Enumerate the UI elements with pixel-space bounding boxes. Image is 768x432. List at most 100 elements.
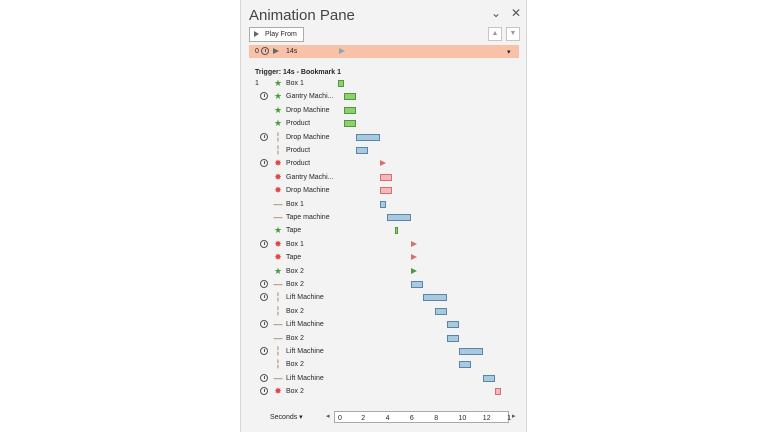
animation-item[interactable]: ╎ Box 2 bbox=[241, 358, 528, 371]
timing-bar[interactable] bbox=[380, 187, 392, 195]
timing-marker[interactable] bbox=[411, 254, 417, 261]
motion-horizontal-icon: — bbox=[273, 372, 283, 383]
move-down-button[interactable]: ▼ bbox=[506, 27, 520, 41]
animation-item[interactable]: ✸ Drop Machine bbox=[241, 184, 528, 197]
dropdown-icon[interactable]: ▾ bbox=[507, 49, 511, 56]
animation-item[interactable]: ╎ Box 2 bbox=[241, 305, 528, 318]
play-from-button[interactable]: Play From bbox=[249, 27, 304, 42]
animation-item[interactable]: ★ Box 2 bbox=[241, 265, 528, 278]
entrance-icon: ★ bbox=[273, 91, 283, 102]
timing-marker[interactable] bbox=[380, 160, 386, 167]
timing-bar[interactable] bbox=[387, 214, 411, 221]
timing-bar[interactable] bbox=[344, 93, 356, 101]
animation-item[interactable]: ✸ Gantry Machi... bbox=[241, 171, 528, 184]
timing-bar[interactable] bbox=[395, 227, 398, 235]
timing-bar[interactable] bbox=[483, 374, 495, 382]
timing-bar[interactable] bbox=[356, 147, 368, 154]
clock-icon bbox=[260, 92, 268, 101]
item-label: Lift Machine bbox=[286, 348, 324, 355]
timing-bar[interactable] bbox=[380, 200, 386, 208]
timeline-tick-label: 8 bbox=[434, 415, 439, 422]
timeline-tick-label: 6 bbox=[409, 415, 414, 422]
timing-bar[interactable] bbox=[495, 388, 501, 396]
timeline-footer: Seconds ▾ ◂ 0 2 4 6 8 10 12 1 ▸ bbox=[241, 409, 528, 429]
item-label: Tape bbox=[286, 254, 302, 262]
animation-item[interactable]: ✸ Tape bbox=[241, 251, 528, 264]
seconds-dropdown[interactable]: Seconds ▾ bbox=[270, 414, 303, 421]
item-label: Gantry Machi... bbox=[286, 93, 334, 101]
timing-marker[interactable] bbox=[411, 240, 417, 247]
animation-item[interactable]: ★ Gantry Machi... bbox=[241, 90, 528, 103]
timeline-ruler[interactable]: 0 2 4 6 8 10 12 1 bbox=[334, 411, 511, 423]
item-label: Product bbox=[286, 120, 311, 128]
scroll-left-icon[interactable]: ◂ bbox=[326, 413, 330, 420]
animation-item[interactable]: ★ Drop Machine bbox=[241, 104, 528, 117]
selected-trigger-row[interactable]: 0 14s ▾ bbox=[249, 45, 519, 58]
animation-item[interactable]: — Box 2 bbox=[241, 278, 528, 291]
motion-vertical-icon: ╎ bbox=[275, 359, 281, 370]
animation-item[interactable]: ╎ Drop Machine bbox=[241, 131, 528, 144]
motion-horizontal-icon: — bbox=[273, 332, 283, 343]
timing-bar[interactable] bbox=[447, 334, 459, 342]
animation-item[interactable]: 1 ★ Box 1 bbox=[241, 77, 528, 90]
clock-icon bbox=[260, 320, 268, 329]
timing-bar[interactable] bbox=[338, 80, 344, 87]
play-from-label: Play From bbox=[265, 31, 297, 38]
timing-bar[interactable] bbox=[344, 106, 356, 114]
item-label: Box 1 bbox=[286, 240, 304, 248]
animation-item[interactable]: ★ Product bbox=[241, 117, 528, 130]
move-up-button[interactable]: ▲ bbox=[488, 27, 502, 41]
item-label: Lift Machine bbox=[286, 294, 324, 302]
timing-bar[interactable] bbox=[411, 281, 423, 288]
pane-title: Animation Pane bbox=[249, 7, 355, 24]
animation-item[interactable]: ╎ Product bbox=[241, 144, 528, 157]
animation-item[interactable]: ★ Tape bbox=[241, 224, 528, 237]
item-label: Box 2 bbox=[286, 334, 304, 342]
clock-icon bbox=[260, 347, 268, 355]
timing-bar[interactable] bbox=[435, 307, 447, 315]
motion-vertical-icon: ╎ bbox=[275, 131, 281, 142]
animation-item[interactable]: ╎ Lift Machine bbox=[241, 345, 528, 358]
timing-marker[interactable] bbox=[411, 267, 417, 274]
chevron-down-icon[interactable]: ⌄ bbox=[491, 6, 502, 20]
item-order-number: 1 bbox=[255, 80, 259, 87]
timing-bar[interactable] bbox=[423, 294, 447, 302]
animation-item[interactable]: — Lift Machine bbox=[241, 318, 528, 331]
animation-item[interactable]: ✸ Box 2 bbox=[241, 385, 528, 398]
play-icon bbox=[273, 48, 279, 54]
timing-bar[interactable] bbox=[380, 173, 392, 181]
entrance-icon: ★ bbox=[273, 118, 283, 129]
timeline-tick-label: 10 bbox=[458, 415, 467, 422]
clock-icon bbox=[260, 280, 268, 288]
timing-bar[interactable] bbox=[447, 321, 459, 329]
clock-icon bbox=[260, 132, 268, 141]
item-label: Box 2 bbox=[286, 267, 304, 275]
item-label: Box 1 bbox=[286, 200, 304, 208]
animation-item[interactable]: — Box 1 bbox=[241, 198, 528, 211]
selected-label: 14s bbox=[286, 48, 298, 55]
scroll-right-icon[interactable]: ▸ bbox=[512, 413, 516, 420]
timeline-tick-label: 4 bbox=[385, 415, 390, 422]
item-label: Tape machine bbox=[286, 214, 330, 221]
timeline-tick-label: 12 bbox=[482, 415, 491, 422]
animation-item[interactable]: — Box 2 bbox=[241, 332, 528, 345]
animation-item[interactable]: — Tape machine bbox=[241, 211, 528, 224]
timing-bar[interactable] bbox=[344, 120, 356, 128]
animation-item[interactable]: ✸ Product bbox=[241, 157, 528, 170]
timing-bar[interactable] bbox=[459, 361, 471, 369]
timing-bar[interactable] bbox=[356, 133, 380, 141]
timing-bar[interactable] bbox=[459, 348, 483, 355]
play-icon bbox=[254, 31, 259, 37]
animation-item[interactable]: ✸ Box 1 bbox=[241, 238, 528, 251]
item-label: Tape bbox=[286, 227, 302, 235]
animation-item[interactable]: ╎ Lift Machine bbox=[241, 291, 528, 304]
item-label: Box 2 bbox=[286, 281, 304, 288]
entrance-icon: ★ bbox=[273, 225, 283, 236]
animation-item[interactable]: — Lift Machine bbox=[241, 372, 528, 385]
close-icon[interactable]: ✕ bbox=[511, 6, 522, 20]
item-label: Box 2 bbox=[286, 307, 304, 315]
item-label: Lift Machine bbox=[286, 374, 324, 382]
exit-icon: ✸ bbox=[274, 252, 282, 263]
item-label: Product bbox=[286, 147, 311, 154]
item-label: Drop Machine bbox=[286, 133, 330, 141]
